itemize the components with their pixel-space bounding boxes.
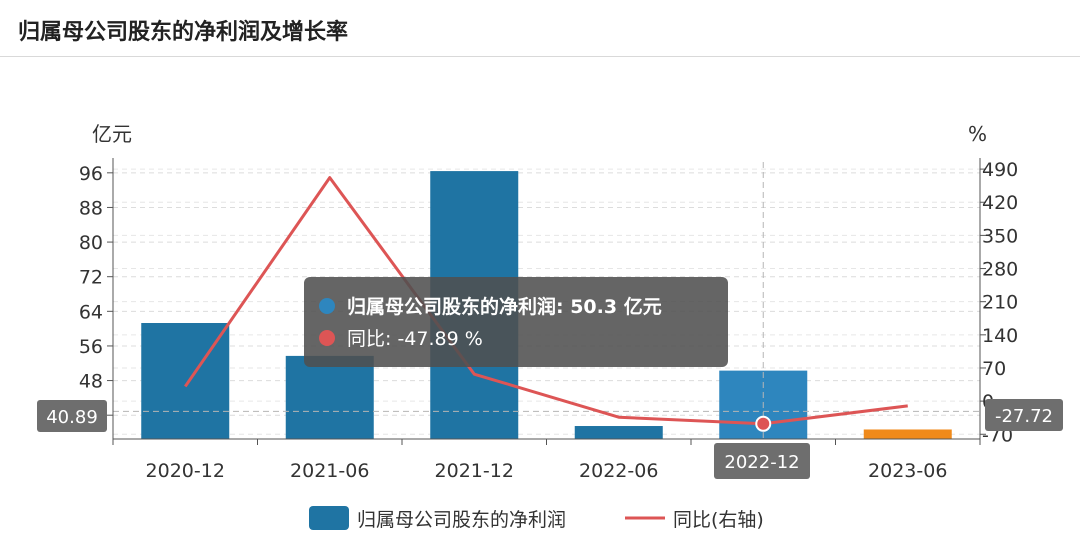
right-axis-pointer-label: -27.72	[985, 399, 1063, 431]
tooltip-box	[304, 277, 728, 367]
tooltip-row1: 归属母公司股东的净利润: 50.3 亿元	[347, 295, 662, 318]
y-left-tick-label: 96	[79, 163, 103, 185]
crosshair	[113, 162, 980, 439]
y-right-tick-label: 70	[982, 358, 1006, 380]
legend-item-bar[interactable]: 归属母公司股东的净利润	[309, 506, 566, 531]
left-axis-pointer-label-bg	[37, 400, 107, 432]
grid-lines	[113, 168, 980, 435]
left-axis-pointer-label-text: 40.89	[46, 407, 98, 428]
x-tick-label: 2021-12	[435, 460, 514, 482]
y-right-tick-label: 420	[982, 192, 1018, 214]
axis-pointer-labels: 40.89 -27.72 2022-12	[37, 399, 1063, 479]
y-left-tick-label: 88	[79, 197, 103, 219]
x-tick-label: 2023-06	[868, 460, 947, 482]
y-right-unit-label: %	[968, 122, 987, 146]
tooltip-row2: 同比: -47.89 %	[347, 328, 483, 350]
y-left-tick-label: 80	[79, 232, 103, 254]
y-left-tick-label: 48	[79, 371, 103, 393]
legend-label-bar: 归属母公司股东的净利润	[357, 509, 566, 531]
right-axis-pointer-label-text: -27.72	[995, 406, 1053, 427]
growth-line	[184, 176, 908, 426]
y-left-tick-label: 64	[79, 301, 103, 323]
tooltip-marker-bar	[319, 298, 335, 314]
y-right-tick-label: 140	[982, 325, 1018, 347]
y-right-tick-label: 490	[982, 159, 1018, 181]
x-axis-pointer-label-bg	[714, 443, 810, 479]
page-title: 归属母公司股东的净利润及增长率	[18, 20, 349, 45]
bar	[285, 355, 374, 439]
legend-label-line: 同比(右轴)	[673, 509, 764, 531]
legend-item-line[interactable]: 同比(右轴)	[625, 509, 764, 531]
y-right-tick-label: 210	[982, 292, 1018, 314]
x-tick-label: 2022-06	[579, 460, 658, 482]
x-tick-label: 2021-06	[290, 460, 369, 482]
y-left-tick-label: 56	[79, 336, 103, 358]
legend-swatch-bar	[309, 506, 349, 530]
left-axis-pointer-label: 40.89	[37, 400, 107, 432]
x-axis-pointer-label: 2022-12	[714, 443, 810, 479]
bar	[863, 429, 952, 439]
line-point-highlight	[755, 415, 772, 432]
right-axis-pointer-label-bg	[985, 399, 1063, 431]
y-right-tick-label: 350	[982, 225, 1018, 247]
line-series	[184, 176, 908, 432]
y-right-tick-label: 280	[982, 259, 1018, 281]
legend[interactable]: 归属母公司股东的净利润 同比(右轴)	[309, 506, 764, 531]
x-tick-label: 2020-12	[146, 460, 225, 482]
tooltip-marker-line	[319, 330, 335, 346]
y-left-tick-label: 72	[79, 267, 103, 289]
x-axis-pointer-label-text: 2022-12	[724, 452, 799, 473]
page-header: 归属母公司股东的净利润及增长率	[0, 0, 1080, 57]
y-left-unit-label: 亿元	[92, 122, 132, 146]
bar	[574, 426, 663, 439]
